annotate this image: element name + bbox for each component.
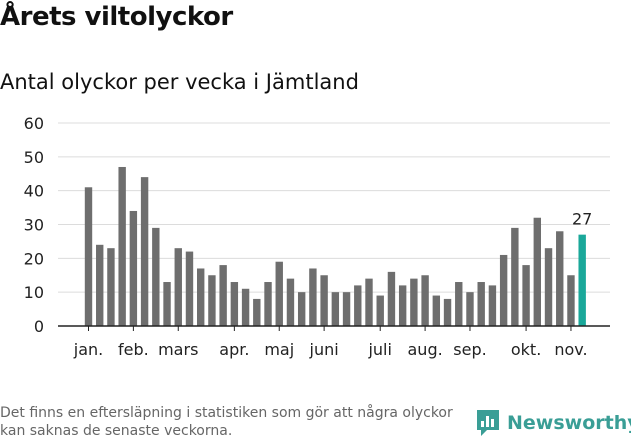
x-tick-label: nov. [554,340,587,359]
bar [443,298,452,326]
gridlines [58,122,610,293]
bars [58,166,610,327]
chart-subtitle: Antal olyckor per vecka i Jämtland [0,70,359,94]
bar [432,295,441,326]
bar [118,166,126,326]
bar [163,282,171,326]
y-axis-ticks: 0 10 20 30 40 50 60 [24,114,44,336]
bar [466,292,474,326]
bar [286,278,295,326]
bar [197,268,205,326]
x-tick-label: feb. [118,340,149,359]
bar [309,268,317,326]
bar [230,282,239,326]
bar [96,244,104,326]
y-tick-label: 10 [24,283,44,302]
bar [208,275,216,326]
bar [365,278,373,326]
y-tick-label: 30 [24,216,44,235]
brand-name: Newsworthy [507,412,631,434]
bar [241,288,250,326]
bar [499,254,508,326]
y-tick-label: 20 [24,249,44,268]
data-label: 27 [572,210,592,229]
newsworthy-logo: Newsworthy [475,408,631,438]
bar [533,217,541,326]
y-tick-label: 50 [24,148,44,167]
bar [410,278,418,326]
bar [522,265,530,326]
bar [556,231,564,326]
bar [185,251,194,326]
chart-title: Årets viltolyckor [0,2,233,32]
x-tick-label: mars [158,340,198,359]
bar [275,261,283,326]
x-tick-label: juli [367,340,391,359]
bar [331,292,340,326]
x-tick-label: sep. [453,340,486,359]
bar [174,248,182,326]
annotations: 27 [572,210,592,229]
y-tick-label: 0 [34,317,44,336]
x-tick-label: jan. [73,340,103,359]
bar [398,285,407,326]
x-tick-label: maj [264,340,294,359]
bar [477,282,485,326]
bar [455,282,463,326]
bar [376,295,384,326]
bar [264,282,272,326]
bar [320,275,328,326]
bar [342,292,351,326]
bar [129,210,138,326]
bar [567,275,575,326]
bar-chart: 0 10 20 30 40 50 60 jan. feb. mars apr. maj juni jul… [24,114,610,359]
x-tick-label: juni [309,340,339,359]
x-tick-label: apr. [219,340,249,359]
newsworthy-logo-icon [477,410,499,436]
bar [354,285,362,326]
y-tick-label: 40 [24,182,44,201]
y-tick-label: 60 [24,114,44,133]
footnote: Det finns en eftersläpning i statistiken… [0,405,453,439]
bar [253,298,261,326]
bar [84,187,93,326]
bar [421,275,429,326]
bar [578,234,586,326]
x-tick-label: aug. [408,340,443,359]
bar [511,227,519,326]
bar [107,248,115,326]
bar [152,227,160,326]
x-tick-label: okt. [511,340,541,359]
bar [387,271,396,326]
bar [297,292,306,326]
bar [140,177,149,326]
x-axis-ticks: jan. feb. mars apr. maj juni juli aug. sep. okt. n… [73,326,588,359]
bar [544,248,553,326]
bar [488,285,497,326]
bar [219,265,227,326]
